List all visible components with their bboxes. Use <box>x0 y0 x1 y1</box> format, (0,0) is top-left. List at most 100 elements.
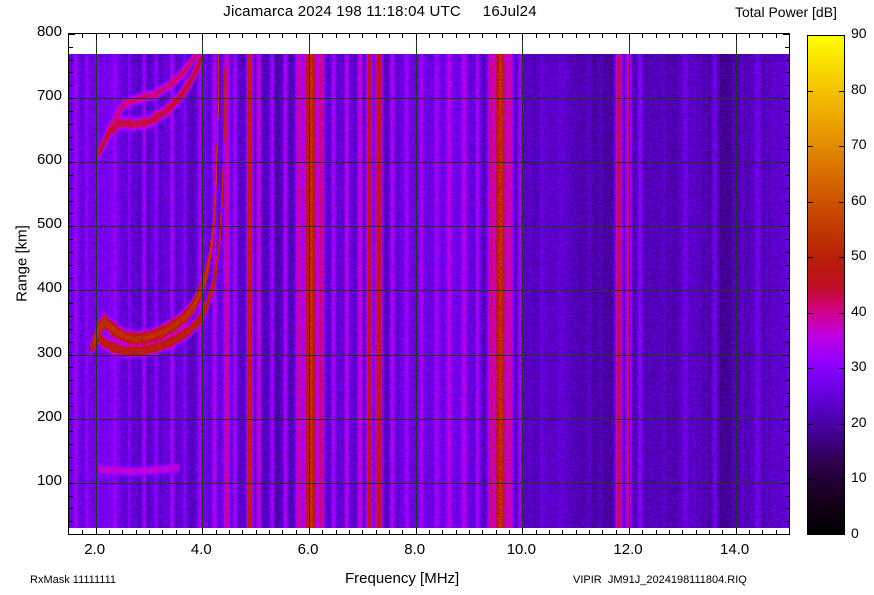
axis-tick <box>785 46 789 48</box>
axis-tick <box>69 239 73 241</box>
axis-tick <box>95 34 97 40</box>
axis-tick <box>749 530 750 534</box>
axis-tick <box>785 405 789 407</box>
axis-tick <box>69 328 73 330</box>
axis-tick <box>575 530 577 534</box>
axis-tick <box>82 530 84 534</box>
y-tick-label: 500 <box>36 215 62 233</box>
axis-tick <box>785 251 789 253</box>
axis-tick <box>602 530 604 534</box>
axis-tick <box>389 34 390 38</box>
y-tick-label: 200 <box>36 407 62 425</box>
axis-tick <box>785 200 789 202</box>
colorbar-tick <box>839 479 845 481</box>
axis-tick <box>135 34 137 38</box>
x-tick-label: 6.0 <box>297 541 319 558</box>
axis-tick <box>669 34 670 38</box>
axis-tick <box>69 290 75 292</box>
axis-tick <box>762 34 764 38</box>
axis-tick <box>69 418 75 420</box>
gridline-horizontal <box>69 162 789 164</box>
axis-tick <box>785 341 789 343</box>
axis-tick <box>415 34 417 40</box>
colorbar[interactable] <box>807 35 845 535</box>
axis-tick <box>735 34 737 40</box>
axis-tick <box>69 277 73 279</box>
axis-tick <box>375 530 377 534</box>
axis-tick <box>69 521 73 523</box>
axis-tick <box>69 34 75 35</box>
colorbar-tick <box>807 257 813 259</box>
axis-tick <box>322 34 324 38</box>
axis-tick <box>69 59 73 61</box>
axis-tick <box>375 34 377 38</box>
axis-tick <box>335 34 337 38</box>
gridline-horizontal <box>69 98 789 100</box>
x-tick-label: 2.0 <box>84 541 106 558</box>
colorbar-tick <box>807 423 813 425</box>
colorbar-tick-label: 10 <box>851 469 867 486</box>
axis-tick <box>785 303 789 305</box>
axis-tick <box>69 405 73 407</box>
axis-tick <box>69 303 73 305</box>
axis-tick <box>785 328 789 330</box>
axis-tick <box>785 239 789 241</box>
colorbar-tick <box>839 146 845 148</box>
ionogram-data-layer <box>69 34 789 534</box>
axis-tick <box>69 123 73 125</box>
axis-tick <box>69 444 73 446</box>
axis-tick <box>783 34 789 35</box>
axis-tick <box>469 530 470 534</box>
axis-tick <box>495 34 497 38</box>
axis-tick <box>69 46 73 48</box>
axis-tick <box>669 530 670 534</box>
axis-tick <box>785 187 789 189</box>
ionogram-plot-area[interactable] <box>68 33 790 535</box>
y-tick-label: 300 <box>36 343 62 361</box>
axis-tick <box>69 162 75 164</box>
axis-tick <box>589 530 590 534</box>
axis-tick <box>785 469 789 471</box>
axis-tick <box>322 530 324 534</box>
axis-tick <box>785 316 789 318</box>
axis-tick <box>109 34 110 38</box>
axis-tick <box>785 110 789 112</box>
axis-tick <box>402 530 404 534</box>
ionogram-canvas <box>69 34 789 534</box>
axis-tick <box>575 34 577 38</box>
axis-tick <box>655 530 657 534</box>
colorbar-tick-label: 60 <box>851 191 867 208</box>
y-tick-label: 700 <box>36 87 62 105</box>
gridline-vertical <box>202 34 204 534</box>
axis-tick <box>762 530 764 534</box>
axis-tick <box>469 34 470 38</box>
axis-tick <box>402 34 404 38</box>
colorbar-gradient <box>808 36 844 534</box>
axis-tick <box>229 530 230 534</box>
axis-tick <box>242 34 244 38</box>
axis-tick <box>785 72 789 74</box>
axis-tick <box>69 431 73 433</box>
axis-tick <box>69 175 73 177</box>
axis-tick <box>695 34 697 38</box>
axis-tick <box>162 530 164 534</box>
gridline-vertical <box>735 34 737 534</box>
colorbar-tick <box>807 146 813 148</box>
axis-tick <box>549 34 550 38</box>
y-tick-label: 600 <box>36 151 62 169</box>
axis-tick <box>682 34 684 38</box>
colorbar-tick <box>839 201 845 203</box>
axis-tick <box>149 530 150 534</box>
axis-tick <box>785 392 789 394</box>
axis-tick <box>629 528 630 534</box>
axis-tick <box>69 72 73 74</box>
axis-tick <box>349 34 350 38</box>
axis-tick <box>242 530 244 534</box>
colorbar-tick-label: 90 <box>851 25 867 41</box>
x-tick-label: 12.0 <box>613 541 643 558</box>
x-tick-label: 14.0 <box>720 541 750 558</box>
axis-tick <box>69 482 75 484</box>
axis-tick <box>215 530 217 534</box>
axis-tick <box>282 34 284 38</box>
axis-tick <box>785 457 789 459</box>
